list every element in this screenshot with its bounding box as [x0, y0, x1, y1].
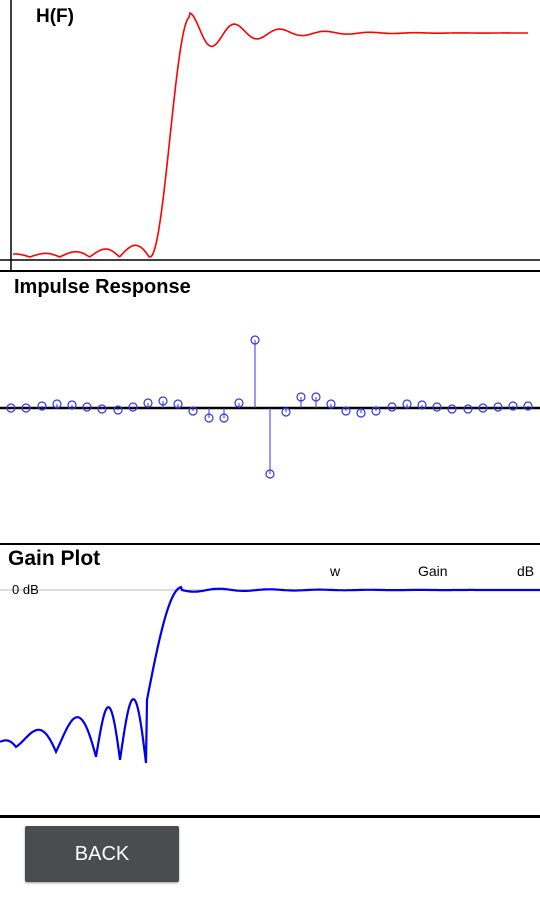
legend-db: dB — [517, 563, 535, 579]
impulse-sample — [82, 402, 92, 412]
impulse-sample — [173, 399, 183, 409]
impulse-sample — [478, 403, 488, 413]
impulse-sample — [52, 399, 62, 409]
frequency-response-plot — [0, 0, 540, 270]
impulse-sample — [97, 404, 107, 414]
impulse-sample — [432, 402, 442, 412]
back-button[interactable]: BACK — [25, 826, 179, 882]
panel-divider — [0, 543, 540, 545]
impulse-sample — [341, 406, 351, 416]
impulse-sample — [265, 469, 275, 479]
impulse-sample — [402, 399, 412, 409]
impulse-sample — [387, 402, 397, 412]
gain-plot — [0, 585, 540, 764]
panel-divider — [0, 270, 540, 272]
impulse-sample — [219, 413, 229, 423]
legend-gain: Gain — [418, 563, 448, 579]
impulse-sample — [143, 398, 153, 408]
impulse-sample — [417, 400, 427, 410]
impulse-response-plot — [0, 335, 540, 479]
impulse-sample — [447, 404, 457, 414]
impulse-sample — [67, 400, 77, 410]
impulse-sample — [281, 407, 291, 417]
impulse-sample — [6, 403, 16, 413]
frequency-response-curve — [12, 11, 528, 258]
frequency-response-panel: H(F) — [0, 0, 540, 270]
frequency-response-label: H(F) — [36, 6, 74, 27]
legend-w: w — [330, 563, 341, 579]
gain-plot-title: Gain Plot — [8, 547, 101, 570]
impulse-response-title: Impulse Response — [14, 276, 191, 298]
panel-divider — [0, 815, 540, 818]
impulse-sample — [21, 403, 31, 413]
impulse-sample — [234, 398, 244, 408]
gain-plot-panel: Gain Plot 0 dB w Gain dB — [0, 545, 540, 815]
zero-db-label: 0 dB — [12, 582, 39, 597]
impulse-sample — [37, 401, 47, 411]
impulse-sample — [188, 406, 198, 416]
impulse-sample — [463, 404, 473, 414]
impulse-sample — [311, 392, 321, 402]
gain-curve — [0, 585, 540, 764]
impulse-sample — [250, 335, 260, 345]
impulse-sample — [204, 413, 214, 423]
impulse-sample — [326, 399, 336, 409]
impulse-sample — [508, 401, 518, 411]
impulse-sample — [158, 396, 168, 406]
impulse-sample — [128, 402, 138, 412]
impulse-sample — [296, 392, 306, 402]
impulse-sample — [371, 406, 381, 416]
impulse-response-panel: Impulse Response — [0, 272, 540, 543]
impulse-sample — [523, 401, 533, 411]
impulse-sample — [356, 408, 366, 418]
impulse-sample — [113, 405, 123, 415]
impulse-sample — [493, 402, 503, 412]
